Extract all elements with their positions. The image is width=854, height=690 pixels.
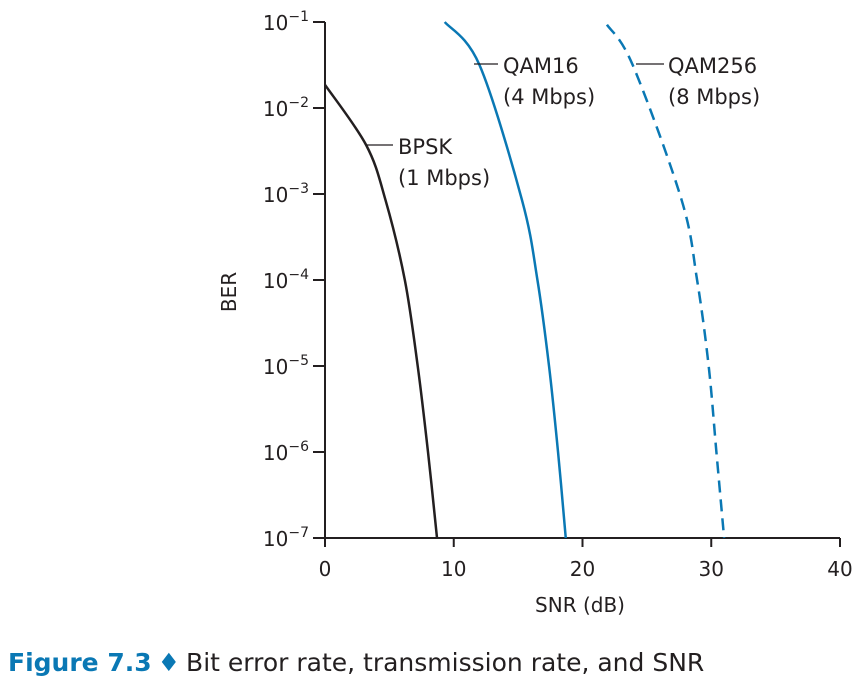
figure-number: Figure 7.3 xyxy=(8,648,152,677)
y-tick-label: 10−3 xyxy=(263,181,309,207)
x-tick-label: 30 xyxy=(699,557,724,581)
series-line-qam256 xyxy=(605,23,726,539)
y-tick-label: 10−5 xyxy=(263,353,309,379)
x-tick-label: 10 xyxy=(441,557,466,581)
x-tick-label: 0 xyxy=(319,557,332,581)
y-tick-label: 10−4 xyxy=(263,267,309,293)
figure-caption: Figure 7.3 ♦ Bit error rate, transmission … xyxy=(8,648,704,677)
y-tick-label: 10−6 xyxy=(263,439,309,465)
series-line-qam16 xyxy=(443,21,568,539)
diamond-separator: ♦ xyxy=(157,648,181,677)
x-axis-label: SNR (dB) xyxy=(535,593,625,617)
ber-vs-snr-chart: 0 10 20 30 40 10−1 10−2 10−3 10−4 10−5 10−6 10−7 SNR… xyxy=(217,9,853,617)
series-line-bpsk xyxy=(323,84,439,539)
x-tick-label: 20 xyxy=(570,557,595,581)
series-label-rate: (1 Mbps) xyxy=(398,166,490,190)
series-label-name: QAM16 xyxy=(503,54,579,78)
x-tick-label: 40 xyxy=(827,557,852,581)
series-label-rate: (8 Mbps) xyxy=(668,85,760,109)
series-label-name: QAM256 xyxy=(668,54,757,78)
y-tick-label: 10−2 xyxy=(263,95,309,121)
series-label-name: BPSK xyxy=(398,135,453,159)
caption-text: Bit error rate, transmission rate, and S… xyxy=(186,648,705,677)
y-tick-label: 10−1 xyxy=(263,9,309,35)
y-tick-label: 10−7 xyxy=(263,525,309,551)
y-axis-label: BER xyxy=(217,272,241,312)
series-label-rate: (4 Mbps) xyxy=(503,85,595,109)
